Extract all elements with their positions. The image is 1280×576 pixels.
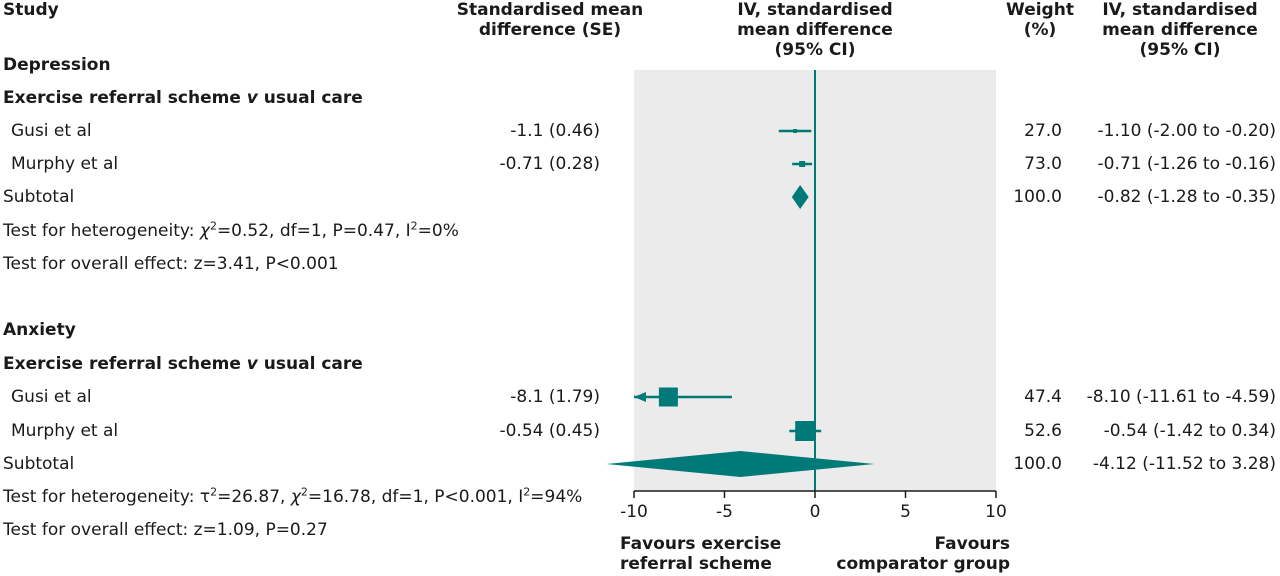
point-estimate [799,161,806,167]
study-ci: -0.54 (-1.42 to 0.34) [1103,421,1276,441]
study-name: Gusi et al [11,121,92,141]
x-tick-label: 0 [810,502,821,522]
subtotal-diamond [606,451,875,477]
overall-effect-test: Test for overall effect: z=3.41, P<0.001 [3,254,339,274]
favours-left-label: Favours exercise referral scheme [620,534,782,574]
point-estimate [658,387,678,407]
subtotal-label: Subtotal [3,454,75,474]
ci-arrow [634,392,646,402]
point-estimate [793,129,798,133]
subtotal-weight: 100.0 [1013,454,1062,474]
subtotal-diamond [791,185,809,209]
heterogeneity-test: Test for heterogeneity: τ2=26.87, χ2=16.… [3,485,583,507]
overall-effect-test: Test for overall effect: z=1.09, P=0.27 [3,520,328,540]
header-iv-plot: IV, standardised mean difference (95% CI) [737,0,893,60]
study-ci: -8.10 (-11.61 to -4.59) [1086,387,1276,407]
x-tick-label: -10 [620,502,648,522]
study-smd-se: -0.71 (0.28) [499,154,600,174]
heterogeneity-test: Test for heterogeneity: χ2=0.52, df=1, P… [3,219,459,241]
header-weight: Weight (%) [1006,0,1074,40]
study-smd-se: -8.1 (1.79) [510,387,600,407]
header-iv-ci: IV, standardised mean difference (95% CI) [1102,0,1258,60]
study-name: Gusi et al [11,387,92,407]
header-smd: Standardised mean difference (SE) [456,0,644,40]
subtotal-ci: -0.82 (-1.28 to -0.35) [1097,187,1277,207]
study-name: Murphy et al [11,421,119,441]
subtotal-weight: 100.0 [1013,187,1062,207]
study-name: Murphy et al [11,154,119,174]
x-tick-label: 5 [900,502,911,522]
study-weight: 27.0 [1024,121,1062,141]
study-ci: -0.71 (-1.26 to -0.16) [1097,154,1277,174]
point-estimate [795,421,816,441]
favours-right-label: Favours comparator group [836,534,1010,574]
comparison-depression: Exercise referral scheme v usual care [3,88,363,108]
study-smd-se: -1.1 (0.46) [510,121,600,141]
study-ci: -1.10 (-2.00 to -0.20) [1097,121,1277,141]
group-title-depression: Depression [3,55,111,75]
subtotal-label: Subtotal [3,187,75,207]
study-weight: 73.0 [1024,154,1062,174]
group-title-anxiety: Anxiety [3,320,76,340]
study-weight: 47.4 [1024,387,1062,407]
header-study: Study [3,0,59,20]
subtotal-ci: -4.12 (-11.52 to 3.28) [1092,454,1276,474]
x-tick-label: 10 [985,502,1007,522]
x-tick-label: -5 [716,502,733,522]
study-smd-se: -0.54 (0.45) [499,421,600,441]
comparison-anxiety: Exercise referral scheme v usual care [3,354,363,374]
study-weight: 52.6 [1024,421,1062,441]
